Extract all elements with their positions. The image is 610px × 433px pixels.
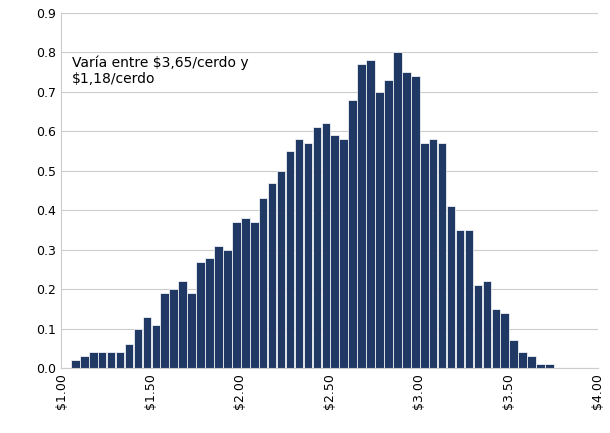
- Bar: [205, 258, 214, 368]
- Bar: [384, 80, 393, 368]
- Bar: [151, 325, 160, 368]
- Bar: [331, 135, 339, 368]
- Bar: [339, 139, 348, 368]
- Bar: [438, 143, 447, 368]
- Bar: [178, 281, 187, 368]
- Bar: [527, 356, 536, 368]
- Bar: [348, 100, 357, 368]
- Bar: [465, 230, 473, 368]
- Bar: [411, 76, 420, 368]
- Bar: [107, 352, 115, 368]
- Bar: [375, 92, 384, 368]
- Bar: [134, 329, 142, 368]
- Bar: [536, 364, 545, 368]
- Text: Varía entre $3,65/cerdo y
$1,18/cerdo: Varía entre $3,65/cerdo y $1,18/cerdo: [72, 55, 248, 86]
- Bar: [232, 222, 241, 368]
- Bar: [304, 143, 312, 368]
- Bar: [295, 139, 303, 368]
- Bar: [321, 123, 330, 368]
- Bar: [214, 246, 223, 368]
- Bar: [429, 139, 437, 368]
- Bar: [250, 222, 259, 368]
- Bar: [196, 262, 205, 368]
- Bar: [223, 250, 232, 368]
- Bar: [500, 313, 509, 368]
- Bar: [268, 183, 276, 368]
- Bar: [473, 285, 483, 368]
- Bar: [285, 151, 295, 368]
- Bar: [98, 352, 107, 368]
- Bar: [241, 218, 249, 368]
- Bar: [187, 293, 196, 368]
- Bar: [402, 72, 411, 368]
- Bar: [518, 352, 527, 368]
- Bar: [456, 230, 464, 368]
- Bar: [143, 317, 151, 368]
- Bar: [366, 60, 375, 368]
- Bar: [160, 293, 169, 368]
- Bar: [277, 171, 285, 368]
- Bar: [483, 281, 491, 368]
- Bar: [509, 340, 518, 368]
- Bar: [492, 309, 500, 368]
- Bar: [357, 64, 366, 368]
- Bar: [545, 364, 554, 368]
- Bar: [89, 352, 98, 368]
- Bar: [420, 143, 429, 368]
- Bar: [116, 352, 124, 368]
- Bar: [71, 360, 80, 368]
- Bar: [447, 206, 456, 368]
- Bar: [170, 289, 178, 368]
- Bar: [393, 52, 402, 368]
- Bar: [312, 127, 321, 368]
- Bar: [80, 356, 88, 368]
- Bar: [124, 344, 134, 368]
- Bar: [259, 198, 268, 368]
